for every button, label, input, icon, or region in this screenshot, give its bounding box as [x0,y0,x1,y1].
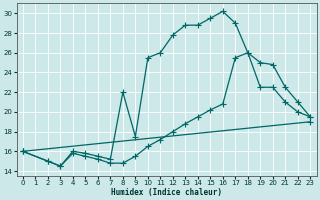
X-axis label: Humidex (Indice chaleur): Humidex (Indice chaleur) [111,188,222,197]
